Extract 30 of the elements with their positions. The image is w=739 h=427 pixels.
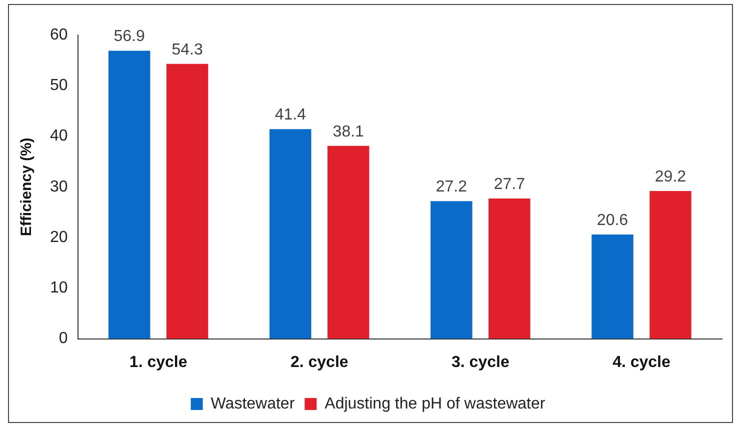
- y-tick-label: 60: [50, 26, 68, 44]
- bar: [650, 190, 692, 339]
- y-tick-label: 0: [58, 330, 68, 348]
- data-label: 20.6: [596, 212, 628, 229]
- y-axis-title: Efficiency (%): [18, 138, 36, 236]
- data-label: 41.4: [274, 106, 306, 124]
- bar: [270, 129, 312, 339]
- data-label: 29.2: [654, 168, 686, 186]
- legend-label: Wastewater: [210, 395, 296, 412]
- y-tick-label: 30: [50, 178, 68, 196]
- bar: [430, 201, 472, 339]
- legend-label: Adjusting the pH of wastewater: [324, 395, 546, 412]
- data-label: 56.9: [114, 28, 146, 46]
- x-tick-label: 3. cycle: [452, 354, 510, 371]
- bar: [592, 234, 634, 339]
- data-label: 38.1: [332, 123, 364, 140]
- y-tick-label: 40: [50, 128, 68, 145]
- data-label: 27.7: [494, 176, 526, 193]
- y-tick-label: 10: [50, 280, 68, 297]
- y-tick-label: 20: [50, 228, 68, 246]
- x-tick-label: 2. cycle: [290, 354, 348, 371]
- x-tick-label: 1. cycle: [129, 354, 188, 371]
- bar: [166, 64, 208, 339]
- bar: [327, 146, 370, 339]
- bar: [108, 50, 150, 339]
- bar: [488, 198, 530, 339]
- data-label: 54.3: [172, 41, 203, 58]
- y-tick-label: 50: [50, 77, 68, 94]
- data-label: 27.2: [436, 178, 468, 196]
- x-tick-label: 4. cycle: [612, 354, 670, 371]
